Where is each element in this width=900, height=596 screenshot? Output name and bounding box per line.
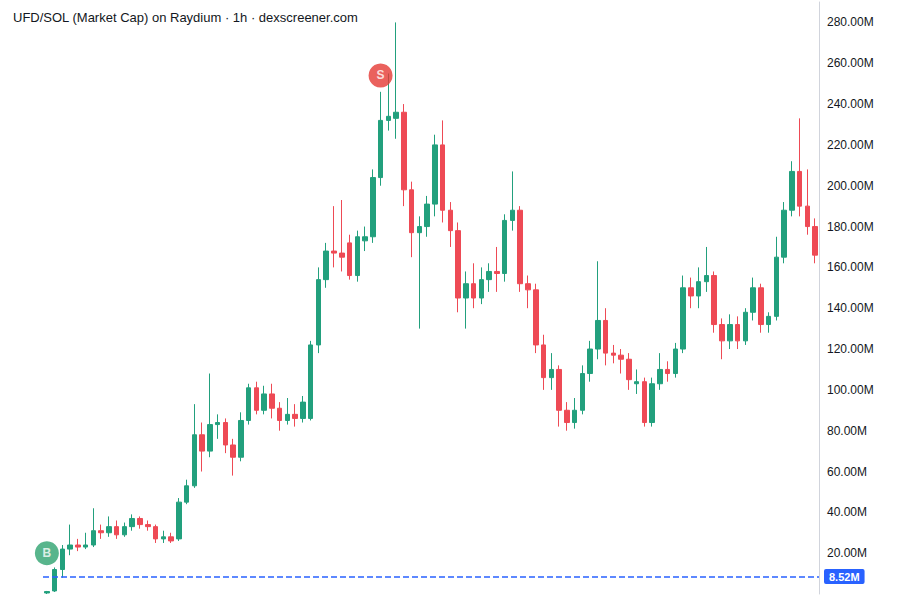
svg-text:240.00M: 240.00M <box>827 97 874 111</box>
svg-text:220.00M: 220.00M <box>827 138 874 152</box>
svg-text:120.00M: 120.00M <box>827 342 874 356</box>
svg-text:140.00M: 140.00M <box>827 301 874 315</box>
svg-text:80.00M: 80.00M <box>827 424 867 438</box>
svg-text:60.00M: 60.00M <box>827 465 867 479</box>
svg-text:260.00M: 260.00M <box>827 56 874 70</box>
svg-text:160.00M: 160.00M <box>827 260 874 274</box>
svg-text:UFD/SOL (Market Cap) on Raydiu: UFD/SOL (Market Cap) on Raydium · 1h · d… <box>13 10 358 25</box>
svg-text:280.00M: 280.00M <box>827 15 874 29</box>
svg-text:100.00M: 100.00M <box>827 383 874 397</box>
svg-text:20.00M: 20.00M <box>827 546 867 560</box>
svg-text:B: B <box>43 546 52 560</box>
svg-text:200.00M: 200.00M <box>827 179 874 193</box>
svg-text:40.00M: 40.00M <box>827 505 867 519</box>
svg-text:180.00M: 180.00M <box>827 220 874 234</box>
svg-text:S: S <box>377 68 385 82</box>
svg-text:8.52M: 8.52M <box>829 571 860 583</box>
